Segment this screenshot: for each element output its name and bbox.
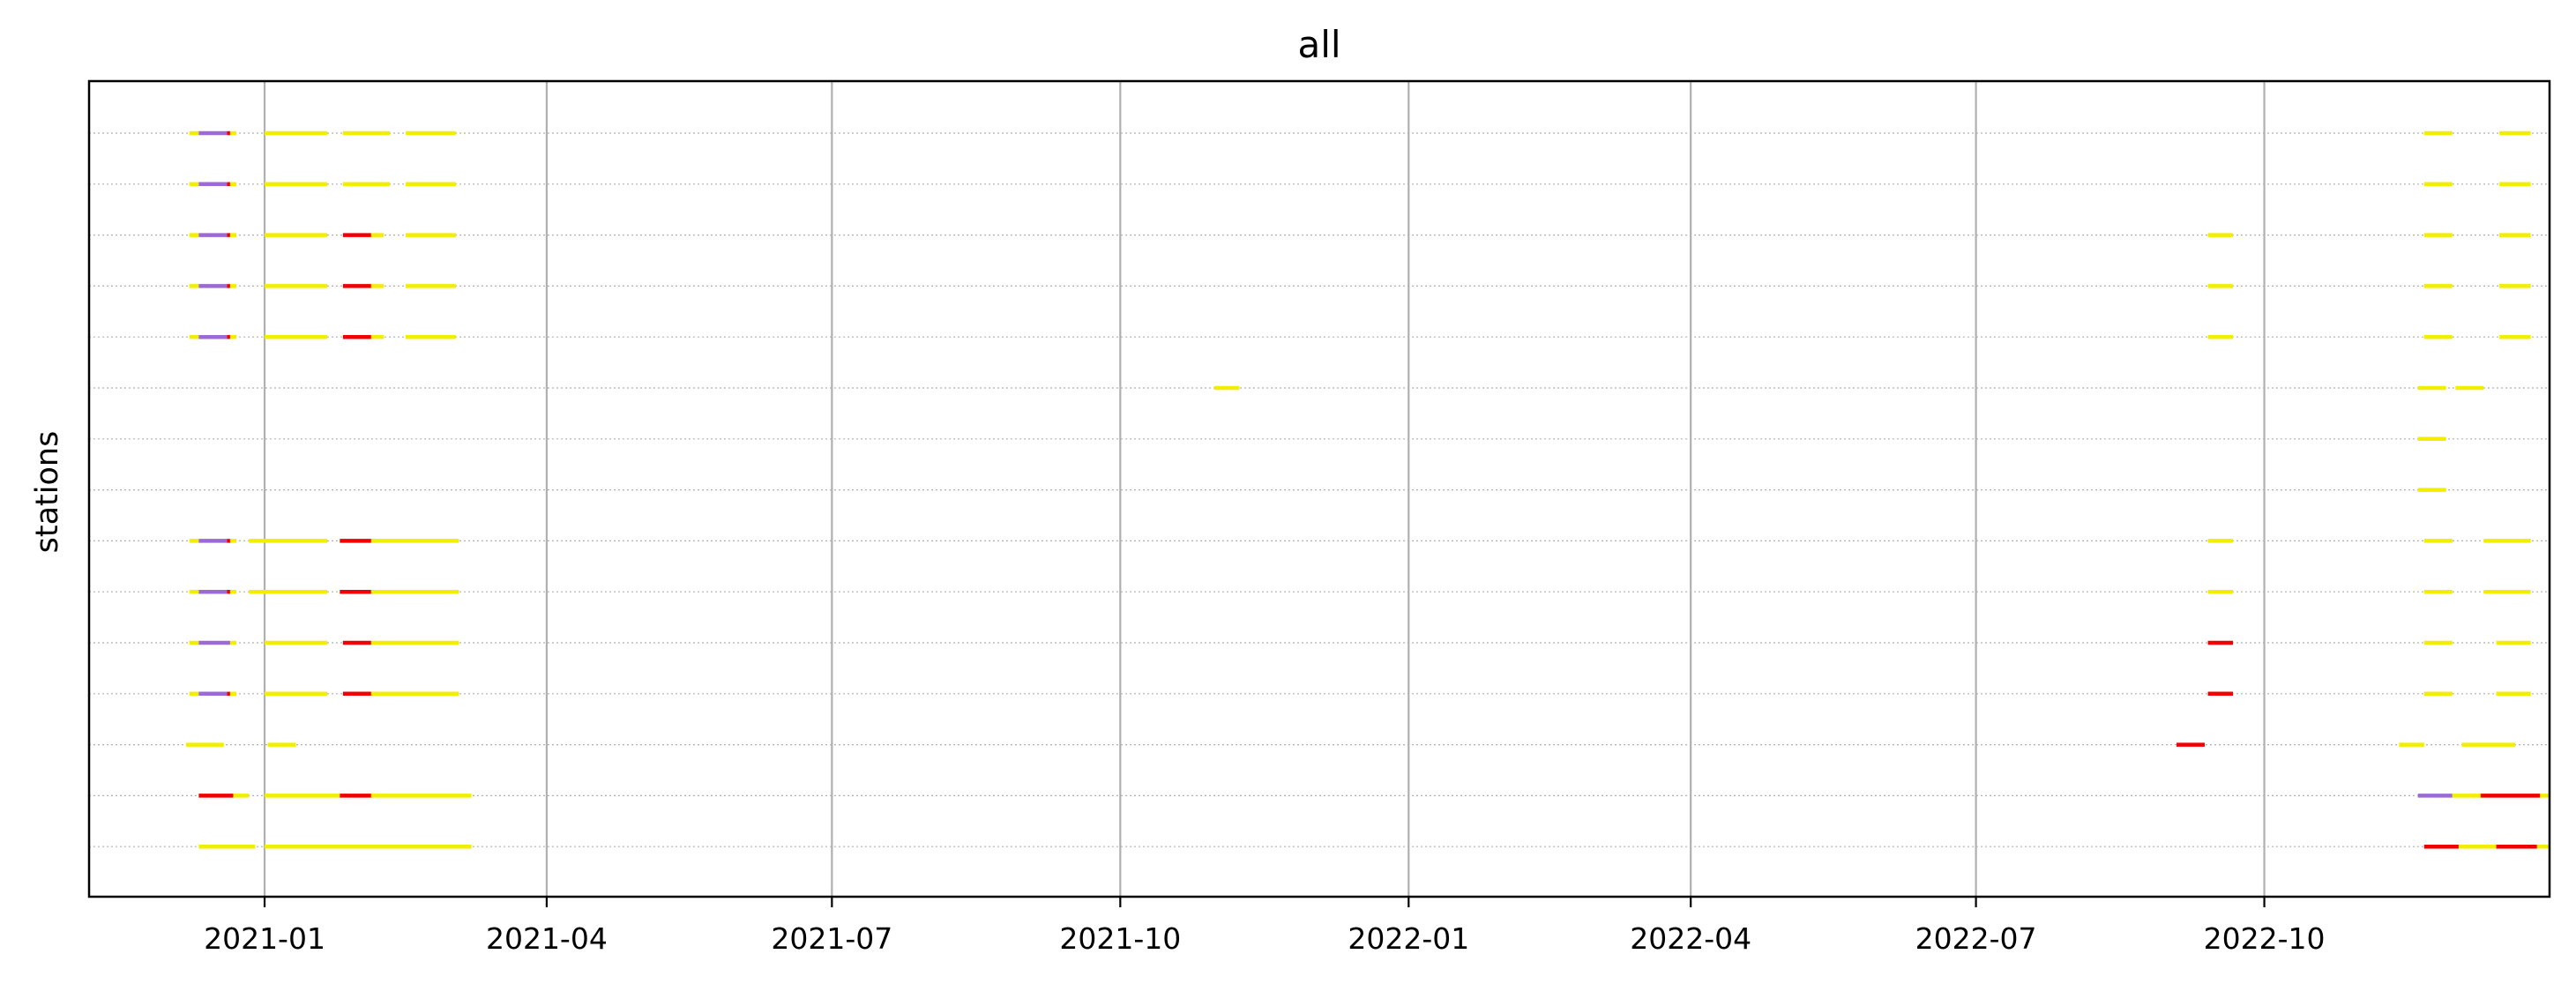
x-tick-label: 2021-10: [1059, 921, 1181, 956]
x-tick-label: 2021-04: [486, 921, 608, 956]
chart-title: all: [1297, 23, 1340, 66]
y-axis-label: stations: [30, 431, 65, 554]
x-tick-label: 2021-07: [771, 921, 892, 956]
x-tick-label: 2022-04: [1630, 921, 1751, 956]
x-gridlines: [263, 81, 2266, 897]
plot-frame: [87, 79, 2551, 898]
segments: [186, 130, 2550, 849]
x-tick-label: 2022-07: [1915, 921, 2037, 956]
x-tick-label: 2021-01: [204, 921, 325, 956]
x-axis-ticks: 2021-01 2021-04 2021-07 2021-10 2022-01 2022-…: [204, 897, 2326, 956]
x-tick-label: 2022-10: [2204, 921, 2326, 956]
row-gridlines: [89, 132, 2550, 847]
x-tick-label: 2022-01: [1348, 921, 1469, 956]
